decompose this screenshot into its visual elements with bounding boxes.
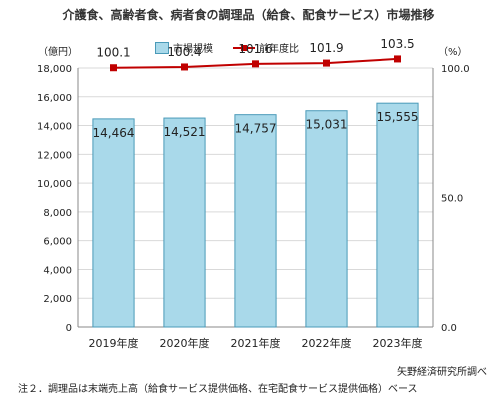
bar-value-label: 15,031 (306, 118, 348, 132)
y-left-tick-label: 8,000 (43, 208, 72, 219)
line-point (110, 64, 117, 72)
bar (163, 117, 206, 328)
legend-label-line: 前年度比 (259, 44, 299, 55)
line-value-label: 101.9 (309, 41, 343, 55)
x-tick-label: 2019年度 (89, 336, 139, 350)
line-value-label: 101.6 (238, 42, 272, 56)
footnote: 注２．調理品は末端売上高（給食サービス提供価格、在宅配食サービス提供価格）ベース (18, 384, 418, 395)
x-tick-label: 2020年度 (160, 336, 210, 350)
y-left-tick-label: 18,000 (37, 64, 72, 75)
y-left-tick-label: 4,000 (43, 265, 72, 276)
legend-bar-swatch (155, 41, 169, 54)
y-left-tick-label: 10,000 (37, 179, 72, 190)
legend-item-line: 前年度比 (233, 40, 299, 55)
y-left-tick-label: 16,000 (37, 93, 72, 104)
line-point (252, 60, 259, 68)
y-left-tick-label: 12,000 (37, 150, 72, 161)
y-left-tick-label: 0 (66, 323, 72, 334)
y-right-tick-label: 0.0 (441, 323, 457, 334)
left-axis-unit: （億円） (38, 47, 78, 58)
bar-value-label: 15,555 (377, 110, 419, 124)
legend-item-bar: 市場規模 (155, 40, 213, 55)
bar (305, 110, 348, 328)
bar (92, 118, 135, 328)
line-point (323, 59, 330, 67)
chart-title: 介護食、高齢者食、病者食の調理品（給食、配食サービス）市場推移 (62, 8, 435, 22)
right-axis-unit: （%） (438, 47, 468, 58)
line-point (394, 55, 401, 63)
line-value-label: 103.5 (380, 37, 414, 51)
bar-value-label: 14,464 (93, 126, 135, 140)
bar-value-label: 14,521 (164, 125, 206, 139)
bar-value-label: 14,757 (235, 122, 277, 136)
line-value-label: 100.4 (167, 45, 201, 59)
legend-label-bar: 市場規模 (173, 44, 213, 55)
y-left-tick-label: 6,000 (43, 237, 72, 248)
bar (376, 102, 419, 328)
bar (234, 114, 277, 328)
legend-line-swatch (233, 43, 255, 53)
y-right-tick-label: 100.0 (441, 64, 470, 75)
y-left-tick-label: 2,000 (43, 294, 72, 305)
x-tick-label: 2023年度 (373, 336, 423, 350)
y-left-tick-label: 14,000 (37, 122, 72, 133)
x-tick-label: 2022年度 (302, 336, 352, 350)
y-right-tick-label: 50.0 (441, 194, 463, 205)
legend: 市場規模 前年度比 (155, 40, 319, 55)
line-value-label: 100.1 (96, 46, 130, 60)
line-point (181, 63, 188, 71)
source-note: 矢野経済研究所調べ (397, 367, 487, 378)
x-tick-label: 2021年度 (231, 336, 281, 350)
